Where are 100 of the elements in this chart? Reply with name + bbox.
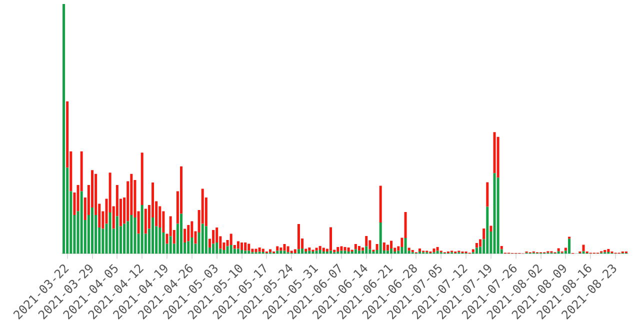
bar	[226, 246, 229, 254]
bar	[340, 250, 343, 254]
bar	[318, 246, 322, 250]
bar	[190, 238, 194, 254]
bar	[372, 251, 375, 254]
bar	[297, 224, 300, 250]
bar	[283, 244, 286, 251]
bar	[204, 226, 208, 254]
bar	[184, 228, 186, 242]
bar	[486, 182, 489, 207]
bar	[326, 251, 328, 254]
bar	[276, 246, 279, 251]
bar	[330, 250, 332, 254]
bar	[493, 173, 496, 254]
bar	[350, 251, 354, 254]
bar	[382, 242, 386, 250]
bar	[408, 248, 410, 251]
bar	[411, 250, 414, 252]
bar	[347, 247, 350, 252]
bar	[123, 224, 126, 254]
bar	[236, 241, 240, 249]
bar	[248, 250, 250, 254]
bar	[91, 208, 94, 254]
bar	[568, 238, 571, 254]
bar	[365, 236, 368, 246]
bar	[397, 250, 400, 254]
bar	[386, 250, 389, 254]
bar	[222, 250, 226, 254]
bar	[330, 227, 332, 251]
bar	[212, 244, 215, 254]
bar	[340, 246, 343, 251]
bar	[490, 226, 492, 232]
bar	[280, 250, 282, 254]
bar	[152, 218, 154, 254]
bar	[269, 249, 272, 252]
bar	[294, 249, 296, 253]
bar	[358, 246, 360, 251]
bar	[479, 239, 482, 247]
bar	[354, 249, 357, 254]
bar	[358, 250, 360, 254]
bar	[557, 251, 560, 254]
bar	[62, 4, 66, 254]
bar	[180, 214, 182, 254]
bar	[436, 246, 439, 251]
bar	[297, 249, 300, 254]
bar	[254, 248, 258, 252]
bar	[354, 244, 357, 250]
bar	[134, 218, 136, 254]
bar	[368, 249, 372, 254]
bar	[116, 216, 118, 254]
bar	[386, 244, 389, 251]
bar	[315, 248, 318, 251]
bar	[557, 248, 560, 252]
bar	[604, 250, 606, 252]
bar	[475, 248, 478, 254]
bar	[240, 242, 244, 250]
bar	[258, 247, 261, 252]
bar	[286, 246, 290, 252]
bar	[244, 242, 247, 251]
bar	[432, 248, 436, 252]
bar	[248, 244, 250, 251]
bar	[304, 248, 308, 252]
bar	[336, 246, 340, 252]
bar	[130, 215, 133, 254]
bar	[144, 208, 147, 234]
bar	[390, 248, 393, 254]
bar	[322, 248, 325, 252]
bar	[304, 251, 308, 254]
bar	[262, 248, 264, 252]
bar	[390, 240, 393, 248]
bar	[169, 236, 172, 254]
bar	[276, 250, 279, 254]
bar	[486, 206, 489, 254]
bar	[318, 250, 322, 254]
bar	[308, 250, 311, 254]
bar	[368, 240, 372, 250]
bar	[230, 234, 232, 245]
bar	[233, 244, 236, 249]
bar	[308, 247, 311, 251]
bar	[201, 224, 204, 254]
bar	[500, 246, 503, 250]
bar	[140, 152, 144, 206]
bar	[379, 186, 382, 223]
bar	[475, 242, 478, 248]
bar	[236, 248, 240, 254]
bar	[418, 251, 421, 254]
bar	[158, 228, 162, 254]
bar	[212, 230, 215, 244]
bar	[482, 228, 486, 240]
bar	[362, 247, 364, 251]
bar	[436, 250, 439, 254]
bar	[365, 246, 368, 254]
bar	[187, 241, 190, 254]
bar	[301, 248, 304, 254]
bar	[315, 250, 318, 254]
bar	[404, 238, 407, 254]
bar	[376, 244, 378, 250]
bar	[394, 251, 396, 254]
bar	[280, 247, 282, 251]
bar	[336, 251, 340, 254]
